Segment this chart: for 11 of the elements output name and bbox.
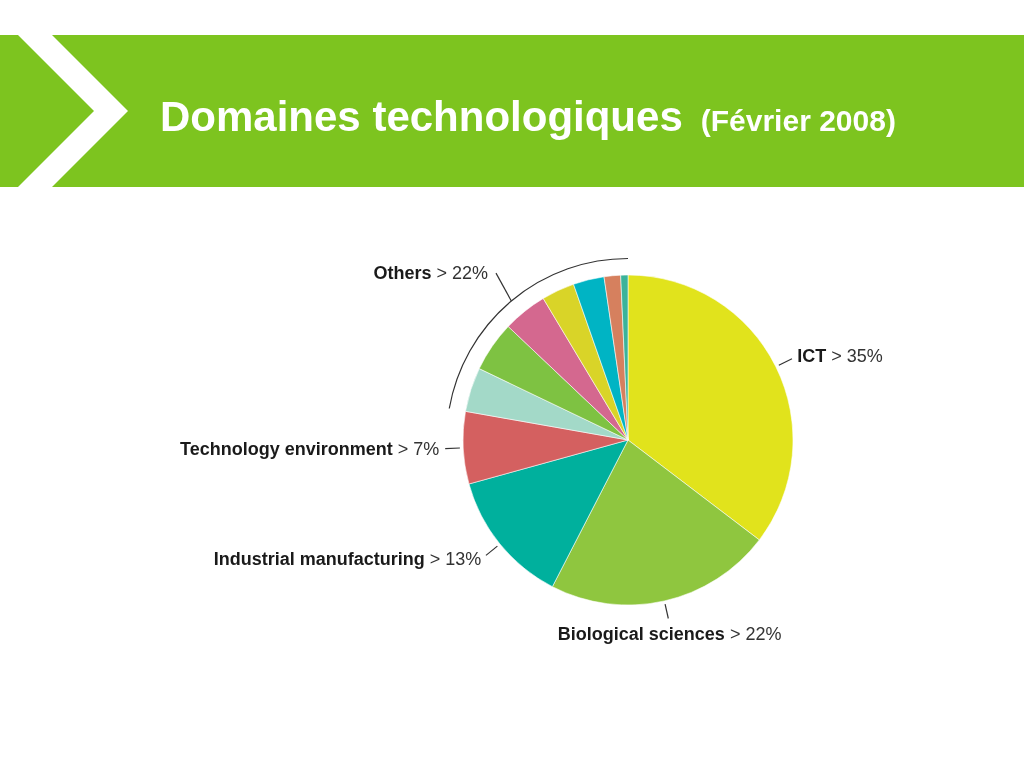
chart-subtitle: (Février 2008) [700,104,896,137]
slice-label: ICT [797,346,827,367]
slice-label: Biological sciences [557,624,725,645]
data-label: > 35% [826,346,883,367]
text: Others > 22% [373,263,488,284]
data-label: > 7% [392,438,440,459]
data-label: > 22% [724,624,782,645]
chart-title: Domaines technologiques [160,93,683,140]
slice-label: Industrial manufacturing [213,549,425,570]
data-label: > 13% [424,549,482,570]
slice-label: Technology environment [180,438,393,459]
